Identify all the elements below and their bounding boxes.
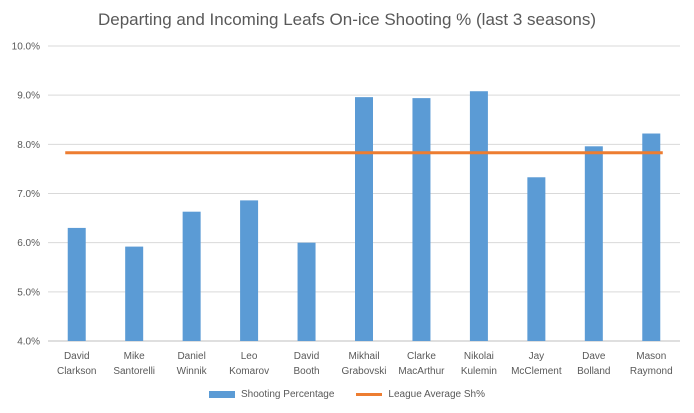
bars [67,91,661,341]
y-tick-label: 9.0% [17,91,40,102]
chart-title: Departing and Incoming Leafs On-ice Shoo… [98,10,596,29]
x-tick-label: Raymond [630,366,673,377]
x-tick-label: Mikhail [348,351,379,362]
x-tick-label: Nikolai [464,351,494,362]
y-axis-ticks: 4.0% 5.0% 6.0% 7.0% 8.0% 9.0% 10.0% [12,42,40,348]
legend-item-shooting: Shooting Percentage [209,389,334,400]
x-tick-label: Booth [293,366,319,377]
x-tick-label: Dave [582,351,606,362]
x-tick-label: Kulemin [461,366,497,377]
bar [642,133,661,341]
x-tick-label: Daniel [177,351,205,362]
x-tick-label: Clarke [407,351,436,362]
y-tick-label: 7.0% [17,189,40,200]
x-tick-label: MacArthur [398,366,445,377]
legend-item-league-average: League Average Sh% [356,389,485,400]
legend-label-league-average: League Average Sh% [388,389,485,400]
legend-label-shooting: Shooting Percentage [241,389,335,400]
x-tick-label: Mason [636,351,666,362]
x-tick-label: Komarov [229,366,269,377]
bar [355,97,373,341]
bar [240,200,259,341]
x-tick-label: Jay [529,351,545,362]
bar [584,146,603,341]
y-tick-label: 10.0% [12,42,40,53]
x-tick-label: Leo [241,351,258,362]
y-tick-label: 8.0% [17,140,40,151]
y-tick-label: 6.0% [17,238,40,249]
x-tick-label: Grabovski [341,366,386,377]
bar [412,98,431,341]
x-tick-label: Santorelli [113,366,155,377]
bar [182,211,201,341]
bar [469,91,488,341]
legend-swatch-bar [209,391,236,398]
x-tick-label: David [64,351,90,362]
x-axis-ticks: David Clarkson Mike Santorelli Daniel Winnik L… [57,351,673,377]
bar [125,246,144,341]
y-tick-label: 4.0% [17,337,40,348]
bar [297,242,316,341]
legend: Shooting Percentage League Average Sh% [0,389,694,400]
x-tick-label: Mike [124,351,146,362]
bar [527,177,546,341]
legend-swatch-line [356,393,383,396]
x-tick-label: Winnik [177,366,208,377]
x-tick-label: David [294,351,320,362]
bar [67,227,86,341]
x-tick-label: Clarkson [57,366,96,377]
x-tick-label: McClement [511,366,562,377]
y-tick-label: 5.0% [17,287,40,298]
x-tick-label: Bolland [577,366,610,377]
